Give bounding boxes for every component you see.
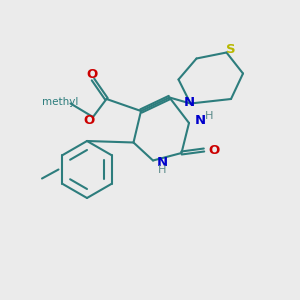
Text: N: N bbox=[183, 96, 195, 110]
Text: methyl: methyl bbox=[42, 97, 78, 107]
Text: S: S bbox=[226, 43, 236, 56]
Text: O: O bbox=[208, 143, 220, 157]
Text: O: O bbox=[84, 114, 95, 127]
Text: N: N bbox=[195, 114, 206, 127]
Text: H: H bbox=[158, 165, 166, 175]
Text: N: N bbox=[157, 156, 168, 170]
Text: H: H bbox=[205, 111, 213, 122]
Text: O: O bbox=[86, 68, 97, 82]
